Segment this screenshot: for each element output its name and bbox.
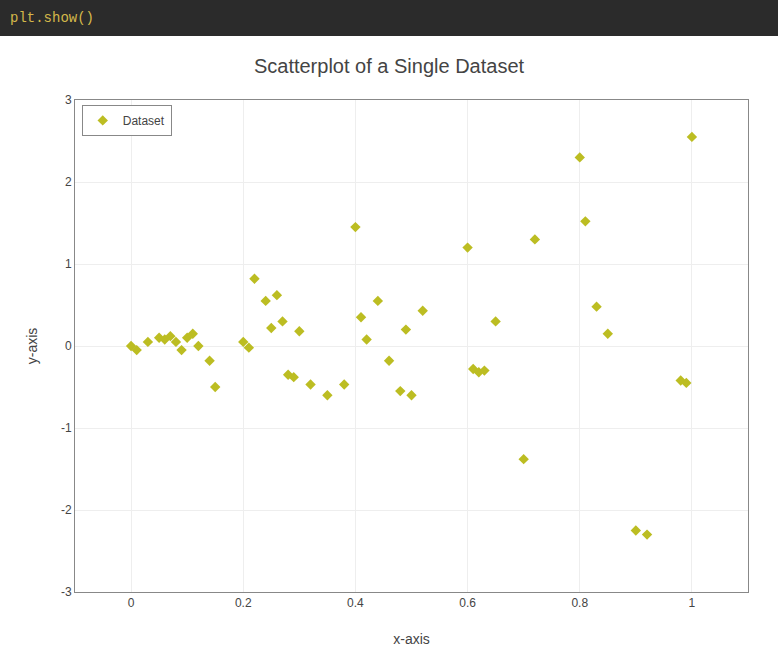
svg-text:plt.show(): plt.show(): [10, 10, 94, 26]
svg-text:3: 3: [65, 93, 72, 107]
svg-text:-3: -3: [61, 585, 72, 599]
svg-text:x-axis: x-axis: [393, 631, 430, 647]
svg-text:0.2: 0.2: [235, 596, 252, 610]
svg-text:1: 1: [65, 257, 72, 271]
svg-text:Scatterplot of a Single Datase: Scatterplot of a Single Dataset: [254, 55, 525, 77]
svg-text:0: 0: [128, 596, 135, 610]
svg-text:1: 1: [689, 596, 696, 610]
svg-text:y-axis: y-axis: [24, 328, 40, 365]
svg-text:-2: -2: [61, 503, 72, 517]
svg-text:0.6: 0.6: [459, 596, 476, 610]
svg-text:0.8: 0.8: [571, 596, 588, 610]
svg-text:0: 0: [65, 339, 72, 353]
svg-text:0.4: 0.4: [347, 596, 364, 610]
svg-text:Dataset: Dataset: [123, 114, 165, 128]
svg-text:2: 2: [65, 175, 72, 189]
svg-text:-1: -1: [61, 421, 72, 435]
